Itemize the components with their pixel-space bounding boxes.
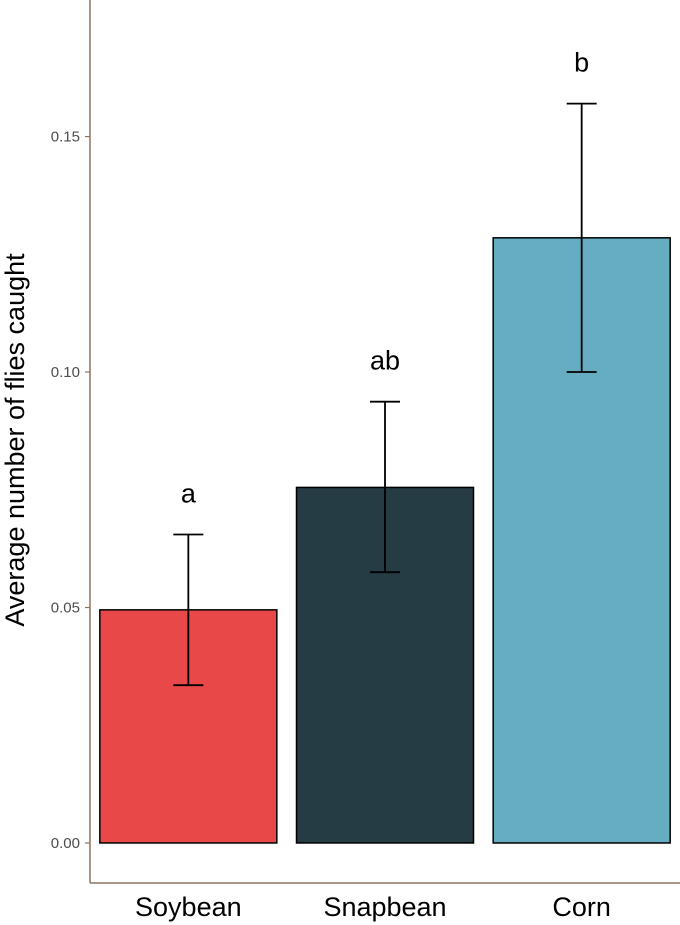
x-tick-label: Snapbean (323, 892, 446, 922)
y-tick-label: 0.00 (51, 835, 80, 852)
significance-letters: a ab b (181, 48, 589, 509)
y-tick-label: 0.15 (51, 129, 80, 146)
significance-letter: b (574, 48, 589, 78)
y-axis-title: Average number of flies caught (0, 253, 30, 627)
significance-letter: ab (370, 346, 400, 376)
x-axis-labels: Soybean Snapbean Corn (135, 892, 611, 922)
x-tick-label: Soybean (135, 892, 242, 922)
y-tick-label: 0.10 (51, 364, 80, 381)
significance-letter: a (181, 479, 197, 509)
y-axis-ticks: 0.00 0.05 0.10 0.15 (51, 129, 90, 852)
x-tick-label: Corn (552, 892, 611, 922)
y-tick-label: 0.05 (51, 600, 80, 617)
error-bars (173, 102, 597, 687)
